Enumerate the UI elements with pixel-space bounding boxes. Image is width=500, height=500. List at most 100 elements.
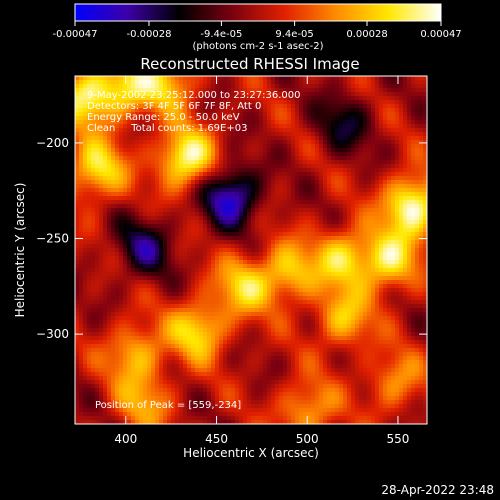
heatmap-cell: [307, 128, 312, 133]
heatmap-cell: [267, 204, 272, 209]
heatmap-cell: [131, 140, 136, 145]
heatmap-cell: [167, 284, 172, 289]
heatmap-cell: [203, 292, 208, 297]
heatmap-cell: [151, 156, 156, 161]
heatmap-cell: [271, 200, 276, 205]
heatmap-cell: [415, 168, 420, 173]
heatmap-cell: [103, 284, 108, 289]
heatmap-cell: [147, 224, 152, 229]
heatmap-cell: [335, 288, 340, 293]
heatmap-cell: [251, 220, 256, 225]
heatmap-cell: [251, 128, 256, 133]
heatmap-cell: [379, 188, 384, 193]
heatmap-cell: [267, 300, 272, 305]
heatmap-cell: [75, 124, 80, 129]
heatmap-cell: [407, 168, 412, 173]
heatmap-cell: [191, 116, 196, 121]
heatmap-cell: [79, 116, 84, 121]
heatmap-cell: [295, 232, 300, 237]
heatmap-cell: [167, 176, 172, 181]
heatmap-cell: [407, 128, 412, 133]
heatmap-cell: [339, 288, 344, 293]
heatmap-cell: [219, 288, 224, 293]
heatmap-cell: [247, 120, 252, 125]
heatmap-cell: [243, 200, 248, 205]
heatmap-cell: [171, 168, 176, 173]
heatmap-cell: [83, 136, 88, 141]
heatmap-cell: [247, 92, 252, 97]
heatmap-cell: [259, 192, 264, 197]
heatmap-cell: [255, 264, 260, 269]
heatmap-cell: [231, 224, 236, 229]
heatmap-cell: [287, 288, 292, 293]
heatmap-cell: [219, 232, 224, 237]
heatmap-cell: [179, 124, 184, 129]
heatmap-cell: [343, 192, 348, 197]
heatmap-cell: [123, 268, 128, 273]
heatmap-cell: [327, 184, 332, 189]
heatmap-cell: [211, 196, 216, 201]
heatmap-cell: [243, 300, 248, 305]
heatmap-cell: [411, 76, 416, 81]
heatmap-cell: [183, 144, 188, 149]
heatmap-cell: [303, 272, 308, 277]
heatmap-cell: [239, 132, 244, 137]
heatmap-cell: [279, 156, 284, 161]
heatmap-cell: [151, 208, 156, 213]
heatmap-cell: [151, 192, 156, 197]
heatmap-cell: [123, 144, 128, 149]
heatmap-cell: [419, 216, 424, 221]
heatmap-cell: [407, 280, 412, 285]
heatmap-cell: [327, 248, 332, 253]
heatmap-cell: [379, 192, 384, 197]
heatmap-cell: [211, 92, 216, 97]
heatmap-cell: [323, 140, 328, 145]
heatmap-cell: [243, 232, 248, 237]
heatmap-cell: [303, 88, 308, 93]
heatmap-cell: [291, 256, 296, 261]
heatmap-cell: [171, 268, 176, 273]
heatmap-cell: [95, 76, 100, 81]
heatmap-cell: [311, 108, 316, 113]
heatmap-cell: [195, 244, 200, 249]
heatmap-cell: [215, 240, 220, 245]
heatmap-cell: [351, 112, 356, 117]
heatmap-cell: [215, 248, 220, 253]
heatmap-cell: [347, 280, 352, 285]
heatmap-cell: [291, 276, 296, 281]
heatmap-cell: [199, 136, 204, 141]
heatmap-cell: [127, 216, 132, 221]
heatmap-cell: [303, 176, 308, 181]
heatmap-cell: [207, 120, 212, 125]
heatmap-cell: [355, 172, 360, 177]
heatmap-cell: [255, 192, 260, 197]
heatmap-cell: [255, 180, 260, 185]
heatmap-cell: [151, 264, 156, 269]
heatmap-cell: [175, 140, 180, 145]
heatmap-cell: [131, 220, 136, 225]
heatmap-cell: [419, 124, 424, 129]
heatmap-cell: [319, 240, 324, 245]
heatmap-cell: [339, 172, 344, 177]
heatmap-cell: [167, 132, 172, 137]
heatmap-cell: [183, 104, 188, 109]
heatmap-cell: [171, 212, 176, 217]
heatmap-cell: [187, 288, 192, 293]
heatmap-cell: [403, 276, 408, 281]
heatmap-cell: [367, 292, 372, 297]
heatmap-cell: [371, 116, 376, 121]
heatmap-cell: [267, 256, 272, 261]
heatmap-cell: [171, 264, 176, 269]
heatmap-cell: [287, 124, 292, 129]
heatmap-cell: [87, 220, 92, 225]
heatmap-cell: [375, 244, 380, 249]
heatmap-cell: [115, 188, 120, 193]
heatmap-cell: [411, 248, 416, 253]
heatmap-cell: [175, 100, 180, 105]
heatmap-cell: [107, 108, 112, 113]
heatmap-cell: [183, 148, 188, 153]
heatmap-cell: [311, 148, 316, 153]
heatmap-cell: [199, 176, 204, 181]
heatmap-cell: [399, 212, 404, 217]
heatmap-cell: [135, 188, 140, 193]
